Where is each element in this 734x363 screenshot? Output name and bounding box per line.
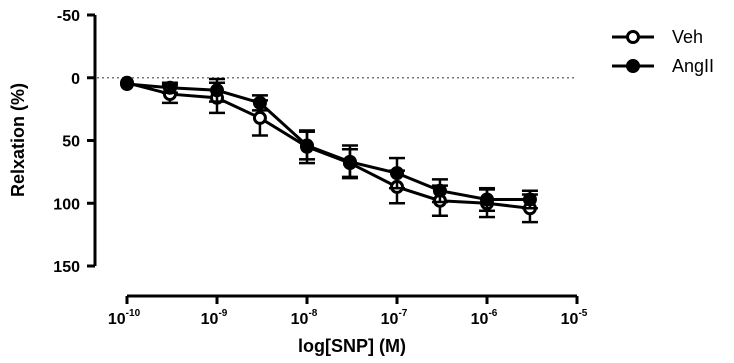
data-point [162, 80, 177, 95]
y-tick-label: 50 [62, 134, 80, 151]
series-line [126, 81, 531, 210]
series [120, 75, 538, 224]
data-point [300, 138, 314, 153]
legend-label-veh: Veh [672, 27, 703, 47]
x-tick-label: 10-10 [108, 308, 141, 328]
data-point [522, 192, 537, 207]
x-tick-label: 10-8 [291, 308, 318, 328]
x-tick-base: 10 [561, 311, 579, 328]
y-tick-label: 100 [53, 196, 80, 213]
x-tick-base: 10 [291, 311, 309, 328]
data-point [342, 154, 357, 169]
x-tick-base: 10 [201, 311, 219, 328]
y-ticks: -50 0 50 100 150 [53, 8, 95, 276]
series-angii [120, 77, 538, 213]
data-point [432, 183, 447, 198]
legend-item-veh: Veh [612, 27, 703, 47]
legend-item-angii: AngII [612, 56, 714, 76]
x-tick-label: 10-6 [471, 308, 498, 328]
data-point [252, 110, 267, 125]
y-tick-label: -50 [57, 8, 80, 25]
series-veh [120, 75, 538, 224]
data-point [210, 83, 224, 98]
x-tick-exponent: -9 [218, 308, 227, 319]
legend-marker-veh [626, 30, 640, 44]
legend-marker-angii [626, 59, 640, 73]
legend: Veh AngII [612, 27, 714, 76]
x-tick-exponent: -5 [578, 308, 587, 319]
x-ticks: 10-10 10-9 10-8 10-7 10-6 10-5 [108, 296, 588, 328]
x-tick-exponent: -10 [126, 308, 141, 319]
y-tick-label: 150 [53, 259, 80, 276]
data-point [120, 77, 134, 92]
x-tick-base: 10 [471, 311, 489, 328]
x-tick-base: 10 [108, 311, 126, 328]
x-axis-title: log[SNP] (M) [298, 336, 406, 356]
data-point [480, 192, 494, 207]
x-tick-label: 10-7 [381, 308, 408, 328]
y-axis-title: Relxation (%) [8, 83, 28, 197]
series-line [126, 82, 530, 201]
x-tick-exponent: -7 [398, 308, 407, 319]
x-tick-base: 10 [381, 311, 399, 328]
x-tick-exponent: -6 [488, 308, 497, 319]
legend-label-angii: AngII [672, 56, 714, 76]
y-tick-label: 0 [71, 71, 80, 88]
data-point [252, 95, 267, 110]
x-tick-exponent: -8 [308, 308, 317, 319]
x-tick-label: 10-5 [561, 308, 588, 328]
x-tick-label: 10-9 [201, 308, 228, 328]
data-point [390, 166, 404, 181]
